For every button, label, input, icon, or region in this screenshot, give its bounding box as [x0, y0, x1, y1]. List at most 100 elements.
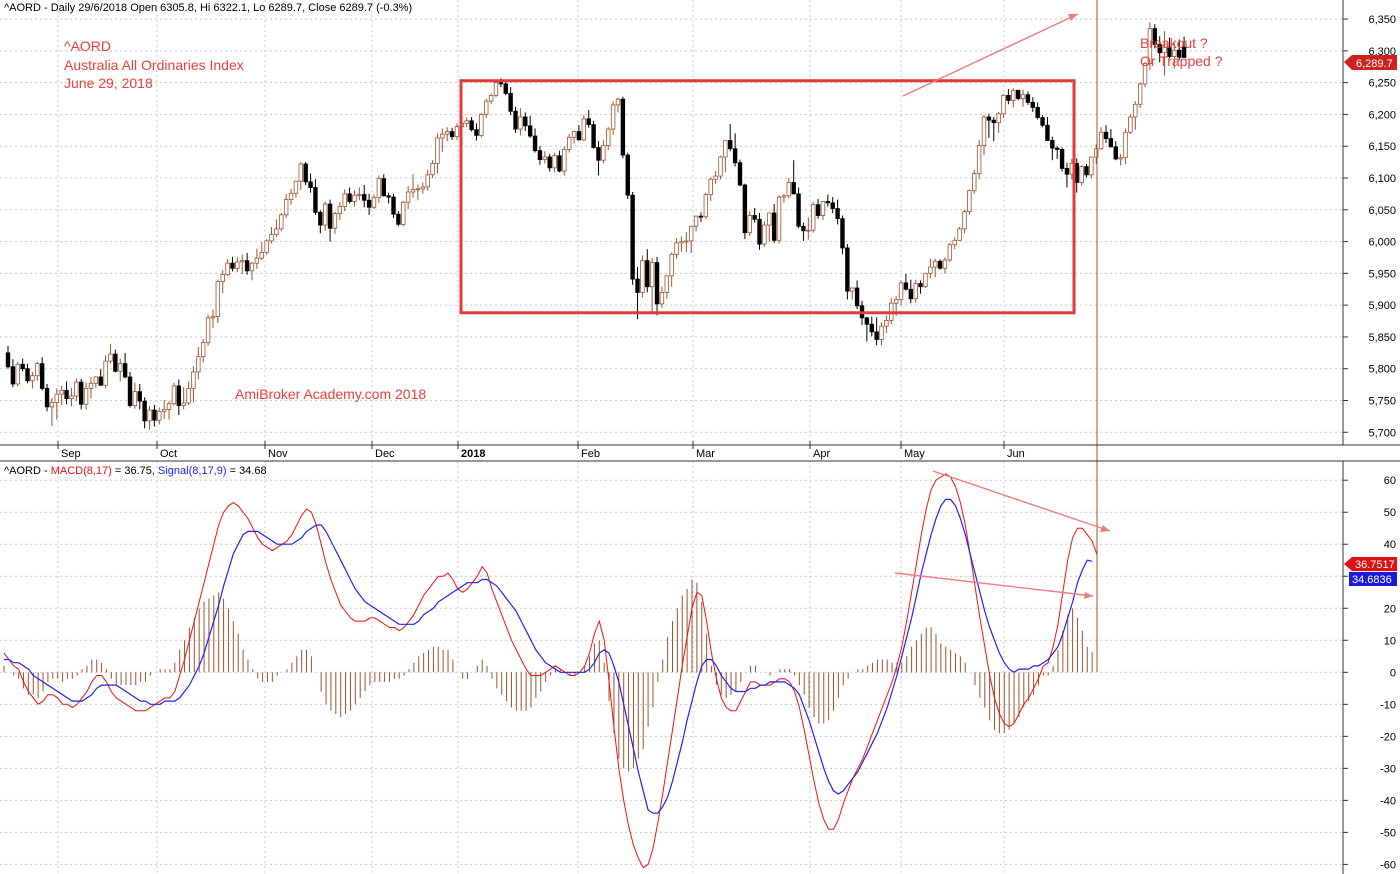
candle-body — [752, 215, 757, 220]
candle — [981, 115, 987, 156]
candle — [1025, 91, 1031, 105]
candle-body — [518, 116, 523, 130]
candle — [523, 112, 528, 131]
candle-body — [313, 187, 318, 213]
candle — [49, 397, 55, 426]
candle — [742, 183, 748, 240]
candle — [928, 258, 933, 279]
candle-body — [815, 204, 821, 216]
candle-body — [127, 376, 133, 406]
candle — [244, 253, 250, 275]
candle — [166, 401, 172, 420]
candle-body — [884, 319, 889, 327]
candle-body — [567, 136, 572, 150]
candle-body — [1142, 63, 1148, 85]
candle — [391, 193, 396, 219]
candle — [615, 97, 621, 113]
candle — [835, 199, 840, 225]
candle — [371, 194, 377, 210]
candle-body — [933, 260, 938, 268]
candle-body — [396, 213, 401, 225]
candle-body — [557, 155, 562, 172]
candle — [59, 385, 64, 405]
candle-body — [684, 240, 689, 243]
candle-body — [947, 244, 953, 261]
candle — [1064, 162, 1070, 188]
candle — [684, 232, 689, 253]
candle — [366, 193, 372, 215]
candle — [869, 316, 874, 337]
candle-body — [937, 260, 943, 269]
candle — [5, 345, 11, 369]
candle-body — [401, 201, 406, 225]
candle-body — [425, 174, 430, 188]
candle-body — [435, 137, 440, 164]
month-label: Mar — [696, 448, 715, 460]
candle-body — [98, 376, 103, 386]
candle — [176, 379, 181, 416]
candle-body — [186, 388, 191, 404]
macd-last-badge-shape — [1344, 557, 1397, 571]
candle-body — [586, 118, 591, 125]
candle-body — [835, 208, 840, 220]
candle — [376, 175, 382, 203]
price-last-badge-shape — [1344, 55, 1397, 70]
candle — [557, 150, 562, 173]
macd-tick-label: 0 — [1390, 667, 1396, 679]
candle — [269, 226, 274, 244]
price-last-badge: 6,289.7 — [1344, 55, 1397, 70]
candle-body — [606, 128, 611, 146]
candle — [435, 133, 440, 174]
candle-body — [249, 262, 255, 272]
candle — [79, 378, 84, 410]
candle — [713, 171, 718, 184]
candle-body — [288, 192, 294, 201]
candle-body — [1167, 46, 1172, 57]
candle-body — [362, 194, 367, 201]
candle — [342, 189, 347, 212]
candle-body — [645, 260, 650, 288]
candle — [806, 217, 811, 240]
candle-body — [1020, 94, 1026, 99]
candle-body — [376, 178, 382, 199]
candle-body — [1128, 116, 1133, 133]
candle — [318, 210, 323, 234]
candle — [74, 378, 79, 402]
signal-legend-value: = 34.68 — [227, 465, 267, 477]
candle — [69, 387, 74, 407]
candle-body — [718, 156, 723, 177]
candle-body — [976, 145, 982, 174]
candle — [93, 376, 99, 388]
candle — [25, 363, 30, 384]
candle-body — [1118, 157, 1123, 160]
candle-body — [669, 253, 674, 277]
candle — [15, 361, 20, 387]
candle — [1181, 36, 1187, 58]
candle — [620, 96, 626, 159]
candle — [454, 123, 460, 140]
candle-body — [523, 116, 528, 127]
candle-body — [1133, 103, 1138, 118]
macd-legend-value: = 36.75, — [112, 465, 158, 477]
candle — [469, 116, 474, 132]
candle — [747, 211, 752, 236]
candle-body — [972, 173, 977, 192]
date-annotation: June 29, 2018 — [64, 75, 153, 91]
candle-body — [957, 228, 962, 241]
candle-body — [830, 202, 835, 209]
candle-body — [381, 178, 386, 197]
candle — [1118, 153, 1123, 166]
candle-body — [732, 148, 738, 164]
macd-last-value: 36.7517 — [1355, 559, 1395, 571]
candle — [303, 162, 308, 185]
candle — [811, 201, 816, 233]
candle — [825, 194, 831, 207]
candle-body — [308, 181, 313, 188]
candle — [669, 252, 674, 287]
candle — [601, 139, 606, 164]
candle — [1177, 39, 1182, 61]
candle-body — [225, 262, 230, 276]
candle-body — [196, 356, 201, 373]
